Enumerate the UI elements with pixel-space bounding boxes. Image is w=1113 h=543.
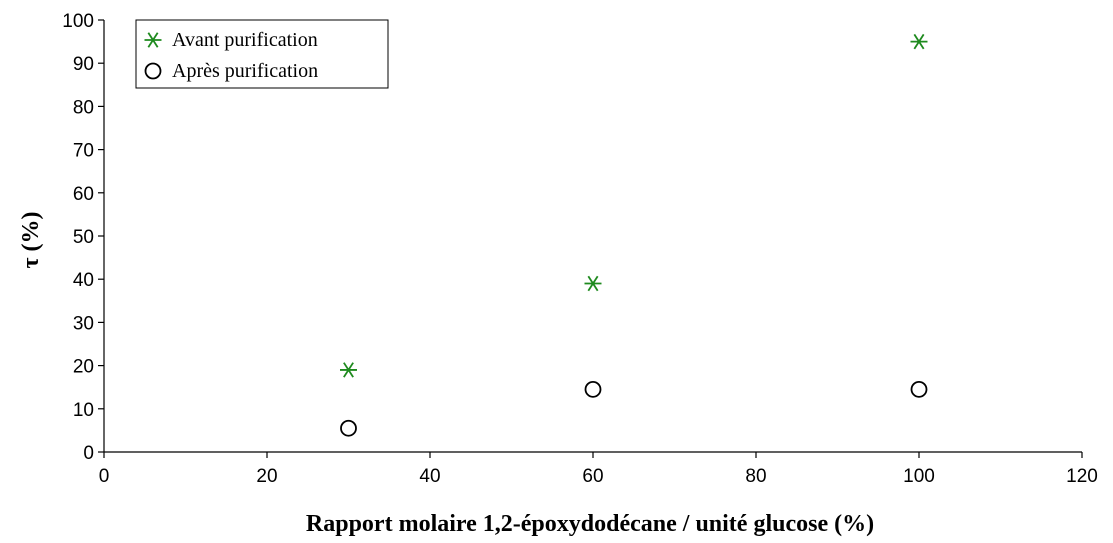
y-tick-label: 40 (73, 270, 94, 291)
x-tick-label: 60 (582, 466, 603, 487)
y-tick-label: 70 (73, 141, 94, 162)
x-axis: 0 20 40 60 80 100 120 (99, 451, 1098, 487)
point-apres-purification (910, 380, 928, 398)
y-tick-label: 50 (73, 227, 94, 248)
x-tick-label: 0 (99, 466, 110, 487)
y-axis-title: τ (%) (18, 211, 44, 268)
legend-label-apres: Après purification (172, 60, 318, 82)
legend-marker-avant (144, 32, 162, 48)
x-tick-label: 100 (903, 466, 935, 487)
x-tick-label: 120 (1066, 466, 1098, 487)
point-avant-purification (910, 33, 928, 50)
point-apres-purification (340, 419, 357, 437)
y-axis: 0 10 20 30 40 50 60 70 80 90 100 (62, 11, 105, 464)
legend-circle-icon (144, 62, 162, 80)
y-tick-label: 60 (73, 184, 94, 205)
x-tick-label: 80 (745, 466, 766, 487)
point-avant-purification (340, 362, 357, 378)
legend-asterisk-icon (144, 32, 162, 48)
x-tick-label: 20 (256, 466, 277, 487)
legend-label-avant: Avant purification (172, 29, 318, 51)
y-tick-label: 20 (73, 357, 94, 378)
point-avant-purification (584, 275, 602, 292)
x-axis-title: Rapport molaire 1,2-époxydodécane / unit… (306, 511, 874, 537)
legend-box (135, 19, 389, 89)
legend-marker-apres (144, 62, 162, 80)
data-markers (340, 33, 928, 437)
y-tick-label: 80 (73, 97, 94, 118)
y-tick-label: 10 (73, 400, 94, 421)
point-apres-purification (584, 380, 602, 398)
y-tick-label: 30 (73, 313, 94, 334)
y-tick-label: 0 (83, 443, 94, 464)
y-tick-label: 100 (62, 11, 94, 32)
y-tick-label: 90 (73, 54, 94, 75)
x-tick-label: 40 (419, 466, 440, 487)
legend: Avant purification Après purification (135, 19, 389, 89)
